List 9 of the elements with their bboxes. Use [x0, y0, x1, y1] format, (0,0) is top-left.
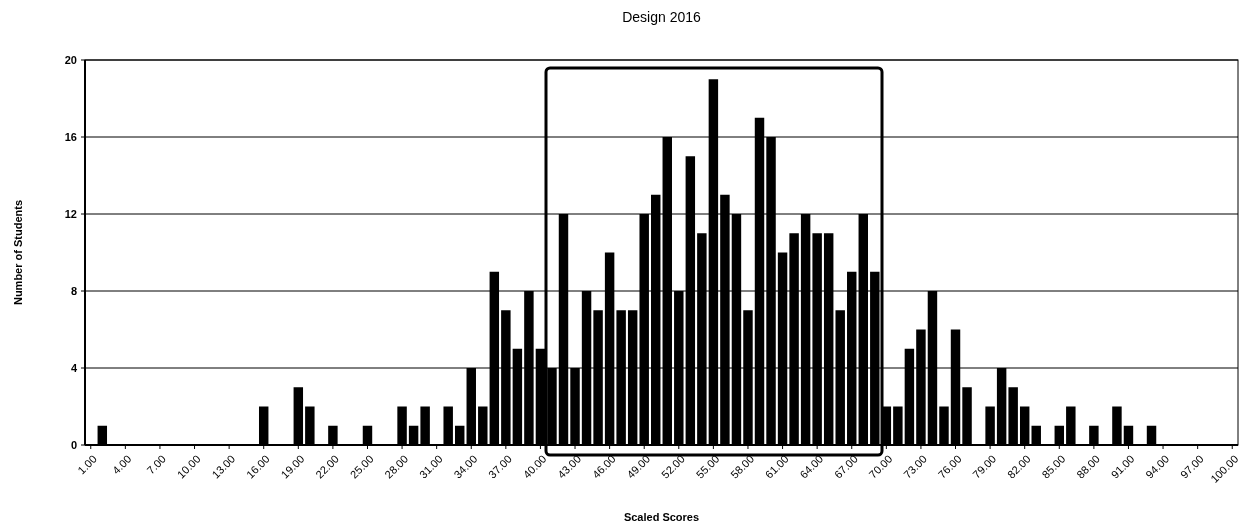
y-tick-label: 4 — [70, 361, 78, 374]
x-axis-title: Scaled Scores — [623, 511, 700, 523]
y-tick-label: 0 — [70, 438, 77, 451]
y-tick-label: 16 — [64, 130, 77, 143]
y-tick-label: 12 — [64, 207, 77, 220]
y-axis-title: Number of Students — [12, 199, 24, 306]
y-tick-label: 8 — [70, 284, 77, 297]
y-tick-label: 20 — [64, 53, 77, 66]
chart-title: Design 2016 — [622, 9, 702, 25]
